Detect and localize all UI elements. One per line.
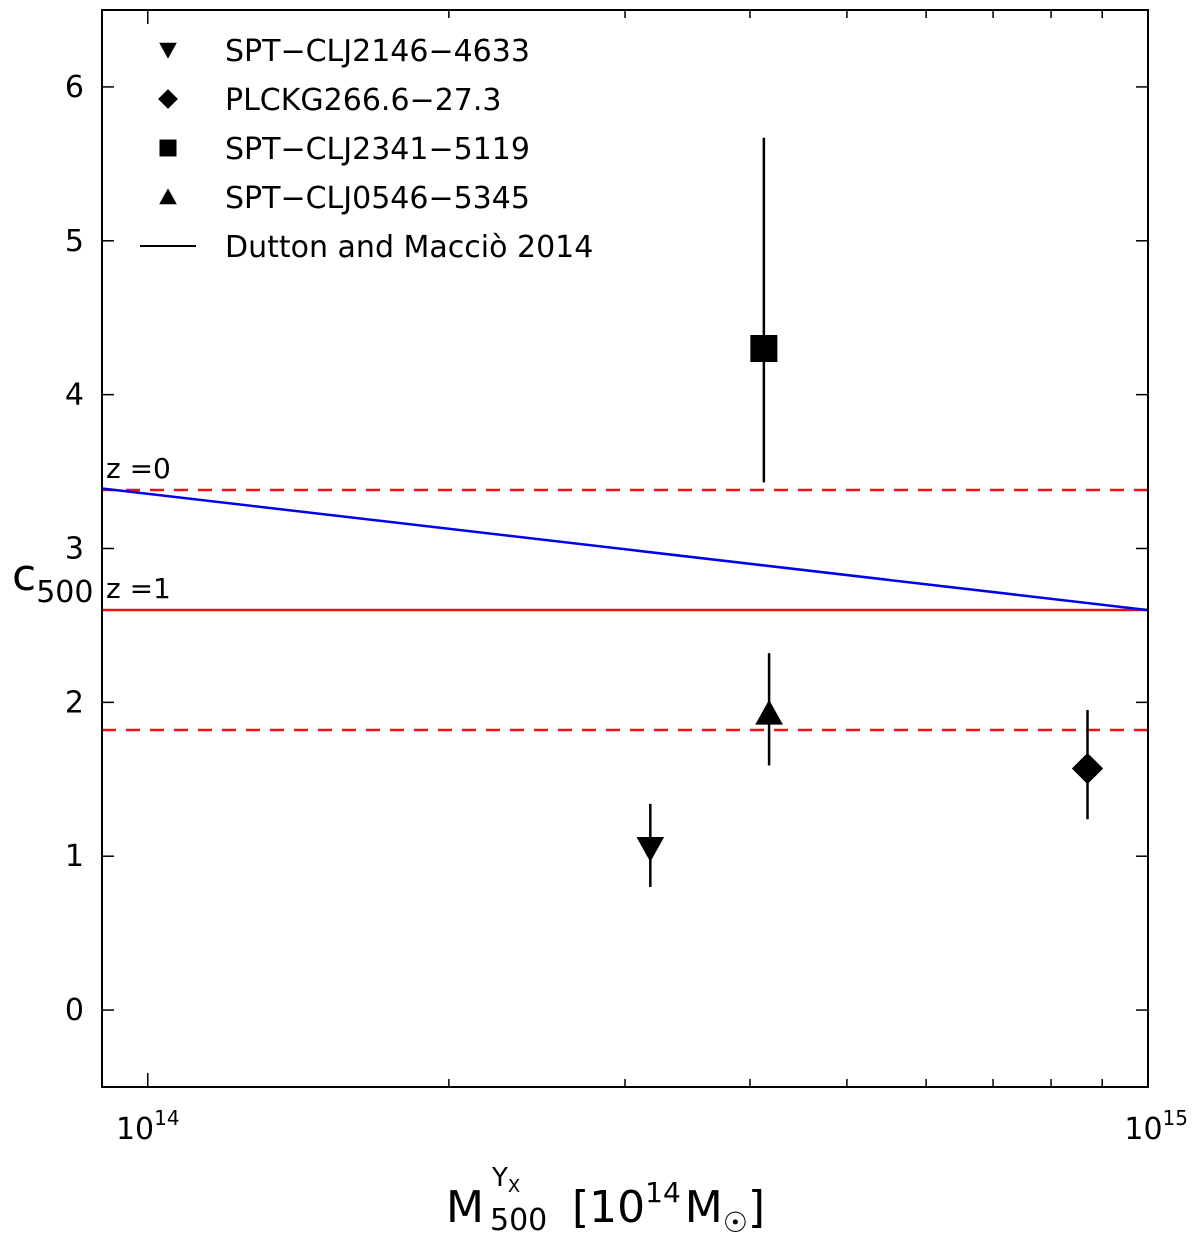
reference-lines: [101, 487, 1149, 732]
x-tick-label: 1015: [1124, 1106, 1188, 1147]
y-tick-label: 0: [65, 993, 84, 1028]
axes: [101, 9, 1149, 1088]
y-tick-label: 5: [65, 224, 84, 259]
legend-marker-triangle-down: [159, 42, 177, 59]
legend-label: SPT−CLJ2341−5119: [225, 132, 530, 167]
data-points: [636, 137, 1104, 887]
x-axis-title-subscript: 500: [490, 1203, 547, 1237]
y-tick-label: 3: [65, 532, 84, 567]
redshift-label: z =0: [106, 452, 171, 485]
redshift-label: z =1: [106, 572, 171, 605]
data-point-square: [750, 334, 778, 362]
data-point-triangle-up: [755, 699, 783, 725]
tick-labels: 0 1 2 3 4 5 6 1014 1015: [65, 70, 1188, 1147]
y-tick-label: 1: [65, 839, 84, 874]
y-tick-label: 6: [65, 70, 84, 105]
x-axis-title: M: [446, 1182, 484, 1233]
y-tick-label: 4: [65, 378, 84, 413]
legend-label: Dutton and Macciò 2014: [225, 230, 593, 265]
legend-label: PLCKG266.6−27.3: [225, 83, 502, 118]
data-point-diamond: [1071, 752, 1104, 785]
model-line: [101, 487, 1149, 612]
legend-label: SPT−CLJ0546−5345: [225, 181, 530, 216]
x-tick-label: 1014: [116, 1106, 180, 1147]
legend-marker-diamond: [158, 89, 178, 109]
y-axis-title: c500: [12, 550, 93, 610]
legend-label: SPT−CLJ2146−4633: [225, 34, 530, 69]
legend-marker-square: [159, 139, 177, 157]
legend-marker-triangle-up: [159, 188, 177, 205]
y-tick-label: 2: [65, 685, 84, 720]
legend: SPT−CLJ2146−4633 PLCKG266.6−27.3 SPT−CLJ23…: [140, 34, 593, 265]
data-point-triangle-down: [636, 836, 665, 862]
x-axis-title-units: [1014M☉]: [572, 1176, 765, 1237]
annotations: z =0 z =1: [106, 452, 171, 605]
x-axis-title-superscript: YX: [491, 1163, 520, 1197]
